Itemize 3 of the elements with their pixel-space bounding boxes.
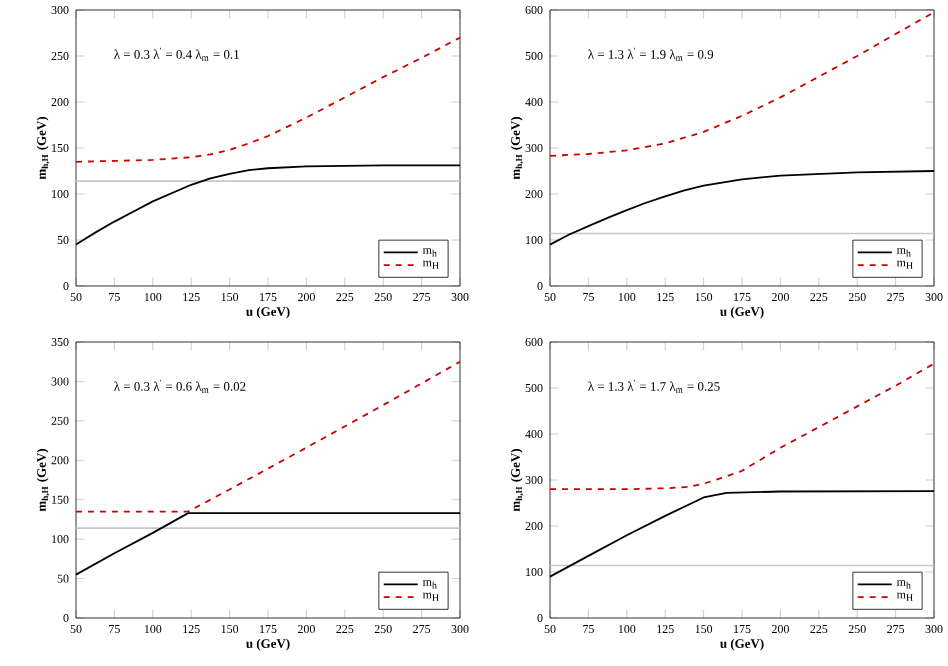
line-series [549, 362, 935, 491]
line-series [549, 11, 935, 157]
line-series [75, 360, 461, 513]
